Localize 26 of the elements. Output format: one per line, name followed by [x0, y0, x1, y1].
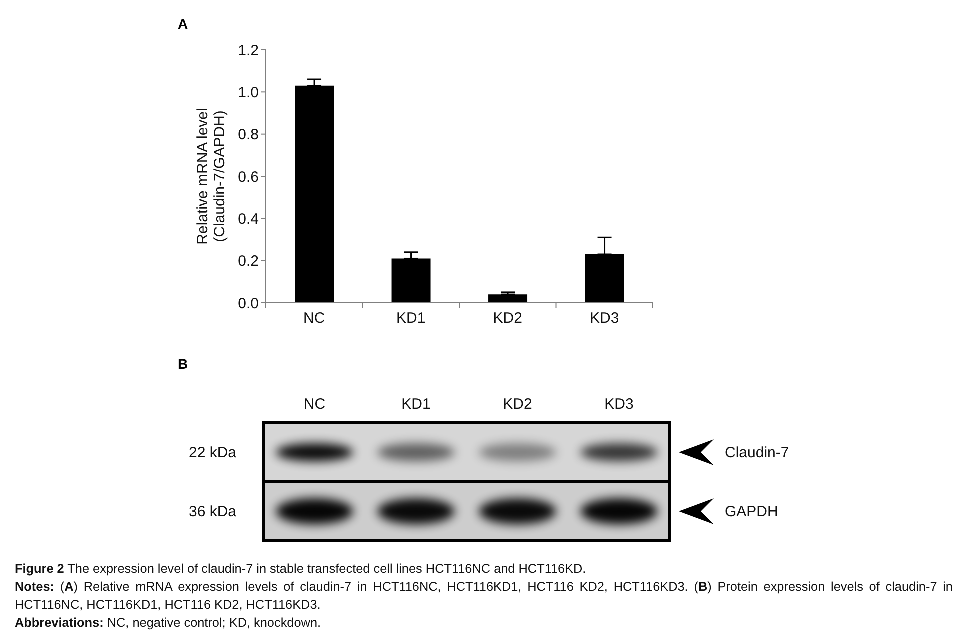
category-label: 36 kDa: [189, 504, 237, 520]
y-tick-label: 0.2: [238, 253, 259, 270]
y-tick-label: 1.0: [238, 84, 259, 102]
y-tick-label: 0.8: [238, 126, 259, 144]
category-label: KD1: [402, 396, 431, 413]
text: Notes: (A) Relative mRNA expression levels of claudin-7 in HCT116NC, HCT116KD1, HCT116 KD2, HCT116KD3. (B) Protein expression levels of claudin-7 in HCT116NC, HCT116KD1, HCT116 KD2, HCT116KD3.: [15, 580, 953, 612]
category-label: KD3: [604, 396, 634, 413]
category-label: NC: [304, 396, 326, 413]
chart-title: A: [178, 16, 188, 32]
x-tick-label: KD3: [590, 310, 620, 327]
bar: [488, 294, 528, 303]
x-tick-label: KD2: [493, 310, 522, 327]
category-label: GAPDH: [725, 504, 778, 520]
x-tick-label: NC: [304, 310, 326, 327]
category-label: 22 kDa: [189, 444, 237, 462]
x-tick-label: KD1: [396, 310, 426, 327]
y-tick-label: 0.0: [238, 295, 259, 312]
y-tick-label: 1.2: [238, 42, 259, 60]
y-tick-label: 0.6: [238, 168, 259, 186]
text: B: [178, 356, 188, 372]
category-label: KD2: [503, 396, 532, 413]
y-axis-title: Relative mRNA level (Claudin-7/GAPDH): [194, 108, 228, 245]
category-label: Claudin-7: [725, 444, 790, 462]
y-tick-label: 0.4: [238, 210, 259, 228]
caption: Figure 2 The expression level of claudin-7 in stable transfected cell lines HCT116NC and HCT116KD.: [15, 562, 586, 576]
text: Abbreviations: NC, negative control; KD, knockdown.: [15, 616, 322, 630]
